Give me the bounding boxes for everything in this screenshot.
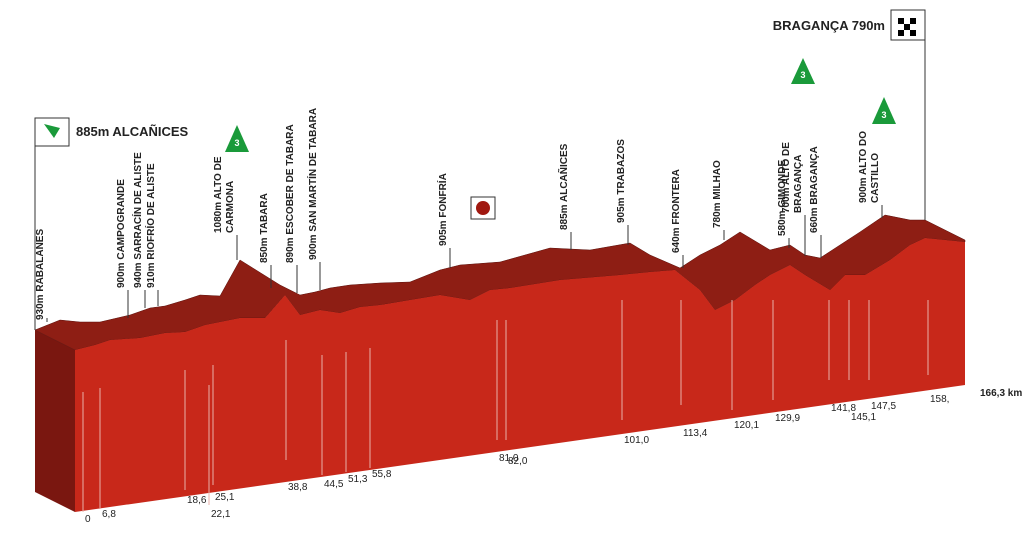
waypoint-label: 580m GIMONDE — [777, 160, 788, 236]
km-label: 51,3 — [348, 474, 368, 485]
front-face — [75, 238, 965, 512]
waypoint-label: 640m FRONTERA — [671, 169, 682, 253]
waypoint-label: 660m BRAGANÇA — [809, 146, 820, 233]
km-label: 145,1 — [851, 412, 876, 423]
km-label: 81,0 — [499, 453, 519, 464]
waypoint-label: 900m SAN MARTÍN DE TABARA — [306, 108, 319, 260]
km-label: 6,8 — [102, 509, 116, 520]
km-label: 25,1 — [215, 492, 235, 503]
km-label: 82,0 — [508, 456, 528, 467]
waypoint-label: 885m ALCAÑICES — [557, 143, 570, 230]
km-label: 101,0 — [624, 435, 649, 446]
side-face — [35, 330, 75, 512]
checkered-flag — [898, 18, 916, 36]
waypoint-label: 900m ALTO DO — [858, 131, 869, 203]
km-label: 141,8 — [831, 403, 856, 414]
climb-category: 3 — [800, 70, 805, 80]
finish-label: BRAGANÇA 790m — [773, 18, 885, 33]
climb-badge — [791, 58, 815, 84]
climb-category: 3 — [881, 110, 886, 120]
waypoint-label: 930m RABALANES — [35, 229, 46, 320]
km-label: 38,8 — [288, 482, 308, 493]
waypoint-label: 940m SARRACÍN DE ALISTE — [131, 152, 144, 288]
green-flag — [44, 124, 60, 138]
total-distance: 166,3 km — [980, 388, 1022, 399]
waypoint-label: 900m CAMPOGRANDE — [116, 179, 127, 288]
km-label: 158, — [930, 394, 949, 405]
waypoint-label: 910m RIOFRÍO DE ALISTE — [144, 163, 157, 288]
km-label: 18,6 — [187, 495, 207, 506]
km-label: 55,8 — [372, 469, 392, 480]
km-label: 129,9 — [775, 413, 800, 424]
km-label: 0 — [85, 514, 91, 525]
waypoint-label: 780m MILHAO — [712, 160, 723, 228]
waypoint-label: 850m TABARA — [259, 193, 270, 263]
km-label: 113,4 — [683, 428, 708, 439]
climb-category: 3 — [234, 138, 239, 148]
waypoint-label: 905m TRABAZOS — [616, 139, 627, 223]
waypoint-label: CARMONA — [225, 181, 236, 233]
climb-badge — [872, 97, 896, 124]
km-label: 22,1 — [211, 509, 231, 520]
waypoint-label: BRAGANÇA — [793, 155, 804, 213]
waypoint-label: 1080m ALTO DE — [213, 156, 224, 233]
waypoint-label: CASTILLO — [870, 153, 881, 203]
waypoint-label: 890m ESCOBER DE TABARA — [285, 124, 296, 263]
km-label: 44,5 — [324, 479, 344, 490]
km-label: 147,5 — [871, 401, 896, 412]
waypoint-label: 905m FONFRÍA — [436, 173, 449, 246]
start-label: 885m ALCAÑICES — [76, 124, 189, 139]
feed-zone-plate — [476, 201, 490, 215]
km-label: 120,1 — [734, 420, 759, 431]
climb-badge — [225, 125, 249, 152]
waypoint-label: 700m ALTO DE — [781, 142, 792, 213]
